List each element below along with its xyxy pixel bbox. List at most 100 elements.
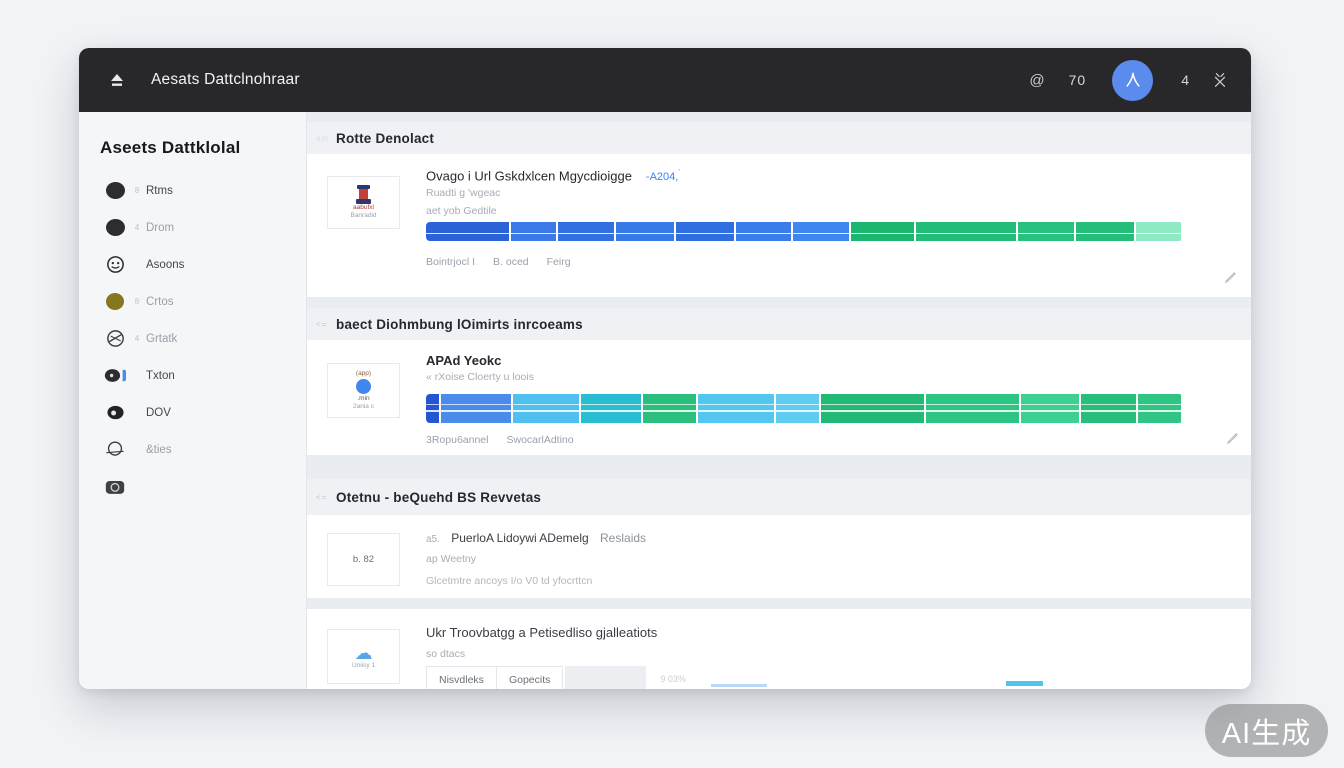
- section-header-1: am Rotte Denolact: [307, 122, 1251, 154]
- card-subtitle: Glcetmtre ancoys I/o V0 td yfocrttcn: [426, 575, 593, 587]
- section-marker-icon: <=: [316, 319, 328, 329]
- camera-icon: [104, 476, 126, 498]
- tab-placeholder[interactable]: [565, 666, 647, 689]
- sidebar-item-label: Txton: [146, 369, 175, 382]
- bar-segment: [1138, 394, 1181, 423]
- mini-progress-blue: [711, 684, 767, 687]
- thumb-text: b. 82: [352, 554, 375, 565]
- bar-segment: [776, 394, 819, 423]
- card-link[interactable]: -A204,: [645, 171, 679, 184]
- card-subtitle: « rXoise Cloerty u loois: [426, 371, 534, 383]
- tick-mark: 4: [134, 223, 140, 232]
- bar-segment: [1081, 394, 1136, 423]
- sidebar-item-asoons[interactable]: Asoons: [79, 246, 306, 283]
- bar-segment: [926, 394, 1019, 423]
- sidebar-item-label: Asoons: [146, 258, 185, 271]
- card-subtitle: ap Weetny: [426, 553, 477, 565]
- tab-button[interactable]: Gopecits: [496, 666, 564, 689]
- olive-circle-icon: [104, 291, 126, 313]
- bar-segment: [513, 394, 579, 423]
- bar-segment: [1076, 222, 1134, 241]
- thumb-caption: Uniisy 1: [351, 661, 376, 669]
- progress-bar-1: [426, 222, 1183, 241]
- cloud-icon: ☁: [354, 642, 373, 663]
- tick-mark: 4: [134, 334, 140, 343]
- window-title: Aesats Dattclnohraar: [151, 71, 300, 88]
- bar-segment: [676, 222, 734, 241]
- sidebar-item-label: &ties: [146, 443, 172, 456]
- card-4: ☁ Uniisy 1 Ukr Troovbatgg a Petisedliso …: [307, 609, 1251, 689]
- card2-thumbnail: (app) .min 2ania c: [327, 363, 400, 418]
- eject-icon[interactable]: [107, 70, 127, 90]
- section-title: baect Diohmbung lOimirts inrcoeams: [336, 316, 583, 332]
- sidebar-item-rtms[interactable]: 8 Rtms: [79, 172, 306, 209]
- sidebar-item-crtos[interactable]: 8 Crtos: [79, 283, 306, 320]
- card1-title-row: Ovago i Url Gskdxlcen Mgycdioigge -A204,': [426, 168, 680, 183]
- card4-tabs: Nisvdleks Gopecits 9 03%: [426, 666, 686, 689]
- section-header-3: <= Otetnu - beQuehd BS Revvetas: [307, 479, 1251, 515]
- plus-count[interactable]: 4: [1181, 72, 1189, 88]
- card3-thumbnail: b. 82: [327, 533, 400, 586]
- section-marker-icon: am: [316, 133, 330, 143]
- card-title: Ukr Troovbatgg a Petisedliso gjalleatiot…: [426, 625, 658, 640]
- section-header-2: <= baect Diohmbung lOimirts inrcoeams: [307, 308, 1251, 340]
- sidebar-nav: 8 Rtms 4 Drom Asoons 8 Crtos: [79, 172, 306, 505]
- tab-button[interactable]: Nisvdleks: [426, 666, 497, 689]
- bar-segment: [426, 222, 509, 241]
- card2-footer: 3Ropu6annel SwocarlAdtino: [426, 434, 574, 446]
- trophy-icon: [356, 185, 371, 204]
- card-1: aabufxl Banradid Ovago i Url Gskdxlcen M…: [307, 154, 1251, 297]
- section-title: Rotte Denolact: [336, 130, 435, 146]
- filled-circle-icon: [104, 217, 126, 239]
- card-2: (app) .min 2ania c APAd Yeokc « rXoise C…: [307, 340, 1251, 455]
- tick-mark: 8: [134, 186, 140, 195]
- sidebar-item-drom[interactable]: 4 Drom: [79, 209, 306, 246]
- tab-note: 9 03%: [660, 674, 686, 684]
- blob-icon: [104, 365, 126, 387]
- bar-segment: [916, 222, 1016, 241]
- bar-segment: [558, 222, 614, 241]
- sidebar-item-label: Grtatk: [146, 332, 178, 345]
- mini-progress-cyan: [1006, 681, 1043, 686]
- counter-badge: 70: [1068, 72, 1087, 88]
- card1-thumbnail: aabufxl Banradid: [327, 176, 400, 229]
- bar-segment: [821, 394, 924, 423]
- sidebar-item-aties[interactable]: &ties: [79, 431, 306, 468]
- bar-segment: [426, 394, 439, 423]
- card-title: PuerloA Lidoywi ADemelg: [451, 531, 589, 545]
- main-content: am Rotte Denolact aabufxl Banradid Ovago…: [307, 112, 1251, 689]
- sidebar-item-grtatk[interactable]: 4 Grtatk: [79, 320, 306, 357]
- sidebar-item-txton[interactable]: Txton: [79, 357, 306, 394]
- edit-pencil-icon[interactable]: [1224, 271, 1237, 289]
- thumb-caption: 2ania c: [353, 403, 374, 410]
- sidebar-item-camera[interactable]: [79, 468, 306, 505]
- person-share-icon[interactable]: [1211, 71, 1229, 89]
- at-icon[interactable]: @: [1029, 71, 1045, 89]
- card3-title-row: a5. PuerloA Lidoywi ADemelg Reslaids: [426, 531, 646, 545]
- sidebar-item-dov[interactable]: DOV: [79, 394, 306, 431]
- title-suffix: Reslaids: [600, 531, 647, 545]
- card-subtitle: so dtacs: [426, 648, 466, 660]
- bar-segment: [736, 222, 791, 241]
- sidebar-item-label: DOV: [146, 406, 171, 419]
- sidebar-item-label: Rtms: [146, 184, 173, 197]
- footer-label: 3Ropu6annel: [426, 434, 489, 446]
- ring-icon: [104, 439, 126, 461]
- card-title: APAd Yeokc: [426, 353, 502, 368]
- avatar[interactable]: [1112, 59, 1154, 101]
- thumb-caption: (app): [355, 370, 372, 377]
- bar-segment: [1018, 222, 1074, 241]
- edit-pencil-icon[interactable]: [1226, 432, 1239, 450]
- card1-footer: Bointrjocl I B. oced Feirg: [426, 256, 571, 268]
- section-title: Otetnu - beQuehd BS Revvetas: [336, 489, 542, 505]
- tick-mark: 8: [134, 297, 140, 306]
- bar-segment: [851, 222, 914, 241]
- sidebar: Aseets Dattklolal 8 Rtms 4 Drom Asoons: [79, 112, 307, 689]
- section-marker-icon: <=: [316, 492, 328, 502]
- filled-circle-icon: [104, 180, 126, 202]
- bar-segment: [581, 394, 641, 423]
- bar-segment: [441, 394, 511, 423]
- sidebar-title: Aseets Dattklolal: [100, 138, 241, 157]
- face-icon: [104, 254, 126, 276]
- bar-segment: [1136, 222, 1181, 241]
